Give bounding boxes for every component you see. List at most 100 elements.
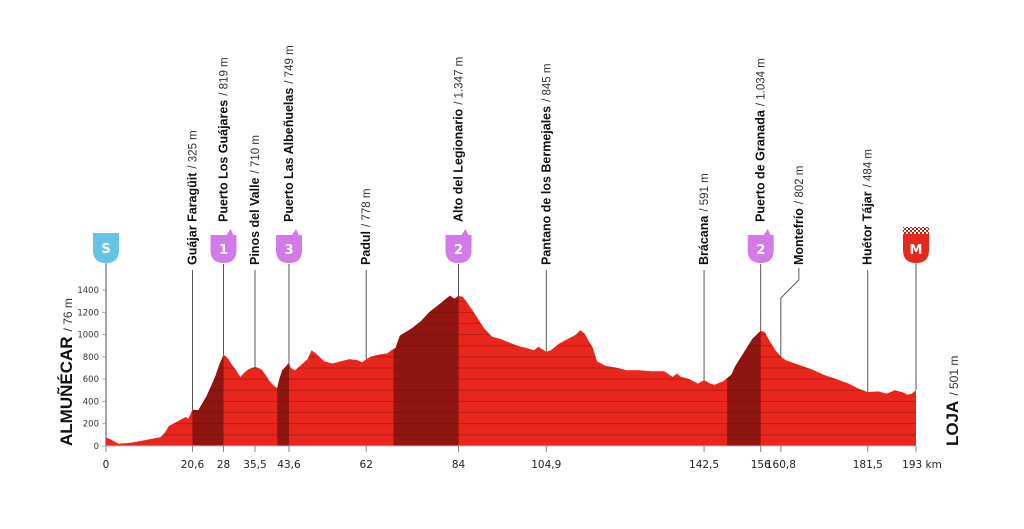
badge-category: 3 [284,243,293,258]
finish-checker-flag [903,227,929,234]
x-tick-label: 193 km [902,459,942,471]
x-tick-label: 142,5 [689,459,719,471]
waypoint-2: Puerto Los Guájares / 819 m [217,57,231,222]
badge-category: 1 [219,243,228,258]
mountain-category-badge: 2 [445,229,472,263]
waypoint-name: Brácana [697,215,711,265]
x-tick-label: 0 [103,459,110,471]
waypoint-5: Padul / 778 m [359,189,373,265]
start-name: ALMUÑÉCAR [56,336,76,446]
waypoint-11: Huétor Tájar / 484 m [861,149,875,265]
badge-category: 2 [454,243,463,258]
waypoint-text: Brácana / 591 m [697,173,711,265]
finish-badge-shape [903,234,929,263]
waypoint-text: Puerto Los Guájares / 819 m [217,57,231,222]
y-tick-label: 600 [83,375,99,385]
x-tick-label: 84 [452,459,466,471]
badge-shape [275,229,302,263]
x-tick-label: 28 [217,459,230,471]
waypoint-text: Pantano de los Bermejales / 845 m [539,64,553,265]
y-tick-label: 1200 [77,308,99,318]
waypoint-text: Pinos del Valle / 710 m [248,135,262,265]
waypoint-name: Puerto Las Albeñuelas [282,88,296,222]
y-tick-label: 800 [83,353,99,363]
waypoint-altitude: / 819 m [219,57,231,95]
x-tick-label: 62 [360,459,373,471]
badge-shape [210,229,237,263]
waypoint-name: Huétor Tájar [861,191,875,265]
waypoint-leader-line [780,268,800,357]
start-badge-shape [93,233,119,263]
x-tick-label: 181,5 [853,459,883,471]
waypoint-name: Puerto Los Guájares [217,100,231,222]
elevation-profile-area [106,295,916,446]
finish-altitude: / 501 m [947,356,961,396]
finish-badge: M [903,227,929,263]
finish-label: LOJA / 501 m [943,356,962,446]
waypoint-altitude: / 1.034 m [756,58,768,106]
start-badge-letter: S [101,242,110,257]
badge-category: 2 [756,243,765,258]
waypoint-name: Alto del Legionario [452,108,466,222]
x-tick-label: 160,8 [766,459,796,471]
waypoint-6: Alto del Legionario / 1.347 m [452,57,466,222]
waypoint-labels: Guájar Faragüit / 325 m Puerto Los Guájare… [185,45,874,265]
waypoint-altitude: / 749 m [284,45,296,83]
waypoint-3: Pinos del Valle / 710 m [248,135,262,265]
waypoint-name: Padul [359,231,373,265]
mountain-category-badge: 3 [275,229,302,263]
waypoint-text: Montefrío / 802 m [792,166,806,265]
waypoint-name: Pantano de los Bermejales [539,106,553,265]
start-badge: S [93,233,119,263]
badge-shape [747,229,774,263]
svg-text:LOJA/ 501 m: LOJA / 501 m [943,356,962,446]
waypoint-8: Brácana / 591 m [697,173,711,265]
waypoint-4: Puerto Las Albeñuelas / 749 m [282,45,296,222]
x-tick-label: 156 [751,459,771,471]
climb-segment-1 [192,295,224,446]
waypoint-altitude: / 484 m [863,149,875,187]
y-tick-label: 200 [83,420,99,430]
leader-lines [105,263,917,446]
y-tick-label: 1000 [77,331,99,341]
y-tick-label: 400 [83,397,99,407]
category-badges: 1 3 2 2 S M [93,227,929,263]
waypoint-text: Puerto de Granada / 1.034 m [754,58,768,222]
waypoint-text: Alto del Legionario / 1.347 m [452,57,466,222]
waypoint-1: Guájar Faragüit / 325 m [185,130,199,265]
waypoint-text: Guájar Faragüit / 325 m [185,130,199,265]
start-label: ALMUÑÉCAR / 76 m [56,298,76,446]
waypoint-altitude: / 591 m [699,173,711,211]
y-axis: 0 200 400 600 800 1000 1200 1400 [77,283,107,452]
waypoint-altitude: / 710 m [250,135,262,173]
finish-badge-letter: M [910,243,923,258]
waypoint-text: Puerto Las Albeñuelas / 749 m [282,45,296,222]
waypoint-altitude: / 325 m [187,130,199,168]
climb-segment-3 [393,295,459,446]
waypoint-9: Puerto de Granada / 1.034 m [754,58,768,222]
svg-text:ALMUÑÉCAR/ 76 m: ALMUÑÉCAR / 76 m [56,298,76,446]
badge-shape [445,229,472,263]
waypoint-name: Puerto de Granada [754,109,768,222]
y-tick-label: 0 [94,442,99,452]
waypoint-text: Huétor Tájar / 484 m [861,149,875,265]
waypoint-text: Padul / 778 m [359,189,373,265]
y-tick-label: 1400 [77,286,99,296]
mountain-category-badge: 2 [747,229,774,263]
waypoint-name: Pinos del Valle [248,177,262,265]
climb-segment-4 [727,295,761,446]
waypoint-altitude: / 845 m [541,64,553,102]
x-tick-label: 104,9 [531,459,561,471]
waypoint-altitude: / 778 m [361,189,373,227]
start-altitude: / 76 m [61,298,75,331]
climb-segment-2 [277,295,289,446]
waypoint-7: Pantano de los Bermejales / 845 m [539,64,553,265]
waypoint-name: Montefrío [792,208,806,265]
x-tick-label: 20,6 [181,459,205,471]
waypoint-name: Guájar Faragüit [185,172,199,265]
finish-name: LOJA [943,401,962,446]
mountain-category-badge: 1 [210,229,237,263]
waypoint-altitude: / 1.347 m [454,57,466,105]
